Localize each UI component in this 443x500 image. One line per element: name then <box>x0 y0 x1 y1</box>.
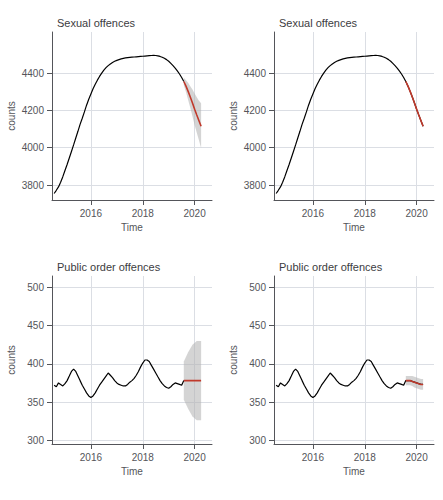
svg-text:Time: Time <box>121 222 143 233</box>
svg-text:2016: 2016 <box>80 452 103 463</box>
svg-text:400: 400 <box>27 358 44 369</box>
svg-text:300: 300 <box>27 435 44 446</box>
svg-text:2016: 2016 <box>80 208 103 219</box>
svg-text:4200: 4200 <box>22 105 45 116</box>
svg-text:counts: counts <box>228 101 239 130</box>
svg-text:2016: 2016 <box>302 452 325 463</box>
svg-text:2018: 2018 <box>354 452 377 463</box>
svg-text:2020: 2020 <box>406 208 429 219</box>
svg-text:counts: counts <box>6 345 17 374</box>
svg-text:500: 500 <box>249 282 266 293</box>
svg-text:4400: 4400 <box>244 68 267 79</box>
svg-text:4000: 4000 <box>22 142 45 153</box>
svg-text:2020: 2020 <box>406 452 429 463</box>
svg-text:Time: Time <box>121 466 143 477</box>
svg-text:2018: 2018 <box>354 208 377 219</box>
svg-text:450: 450 <box>249 320 266 331</box>
svg-text:500: 500 <box>27 282 44 293</box>
svg-text:Public order offences: Public order offences <box>279 261 383 273</box>
svg-text:4400: 4400 <box>22 68 45 79</box>
svg-text:2020: 2020 <box>184 208 207 219</box>
svg-text:Sexual offences: Sexual offences <box>57 17 136 29</box>
svg-text:2018: 2018 <box>132 452 155 463</box>
svg-text:4200: 4200 <box>244 105 267 116</box>
svg-text:counts: counts <box>6 101 17 130</box>
svg-text:2018: 2018 <box>132 208 155 219</box>
svg-text:2016: 2016 <box>302 208 325 219</box>
svg-text:450: 450 <box>27 320 44 331</box>
svg-text:counts: counts <box>228 345 239 374</box>
svg-text:350: 350 <box>249 397 266 408</box>
svg-text:4000: 4000 <box>244 142 267 153</box>
svg-text:3800: 3800 <box>244 180 267 191</box>
svg-text:350: 350 <box>27 397 44 408</box>
svg-text:400: 400 <box>249 358 266 369</box>
svg-text:3800: 3800 <box>22 180 45 191</box>
svg-text:Public order offences: Public order offences <box>57 261 161 273</box>
svg-text:Time: Time <box>343 466 365 477</box>
svg-text:Sexual offences: Sexual offences <box>279 17 358 29</box>
svg-text:300: 300 <box>249 435 266 446</box>
svg-text:2020: 2020 <box>184 452 207 463</box>
svg-text:Time: Time <box>343 222 365 233</box>
